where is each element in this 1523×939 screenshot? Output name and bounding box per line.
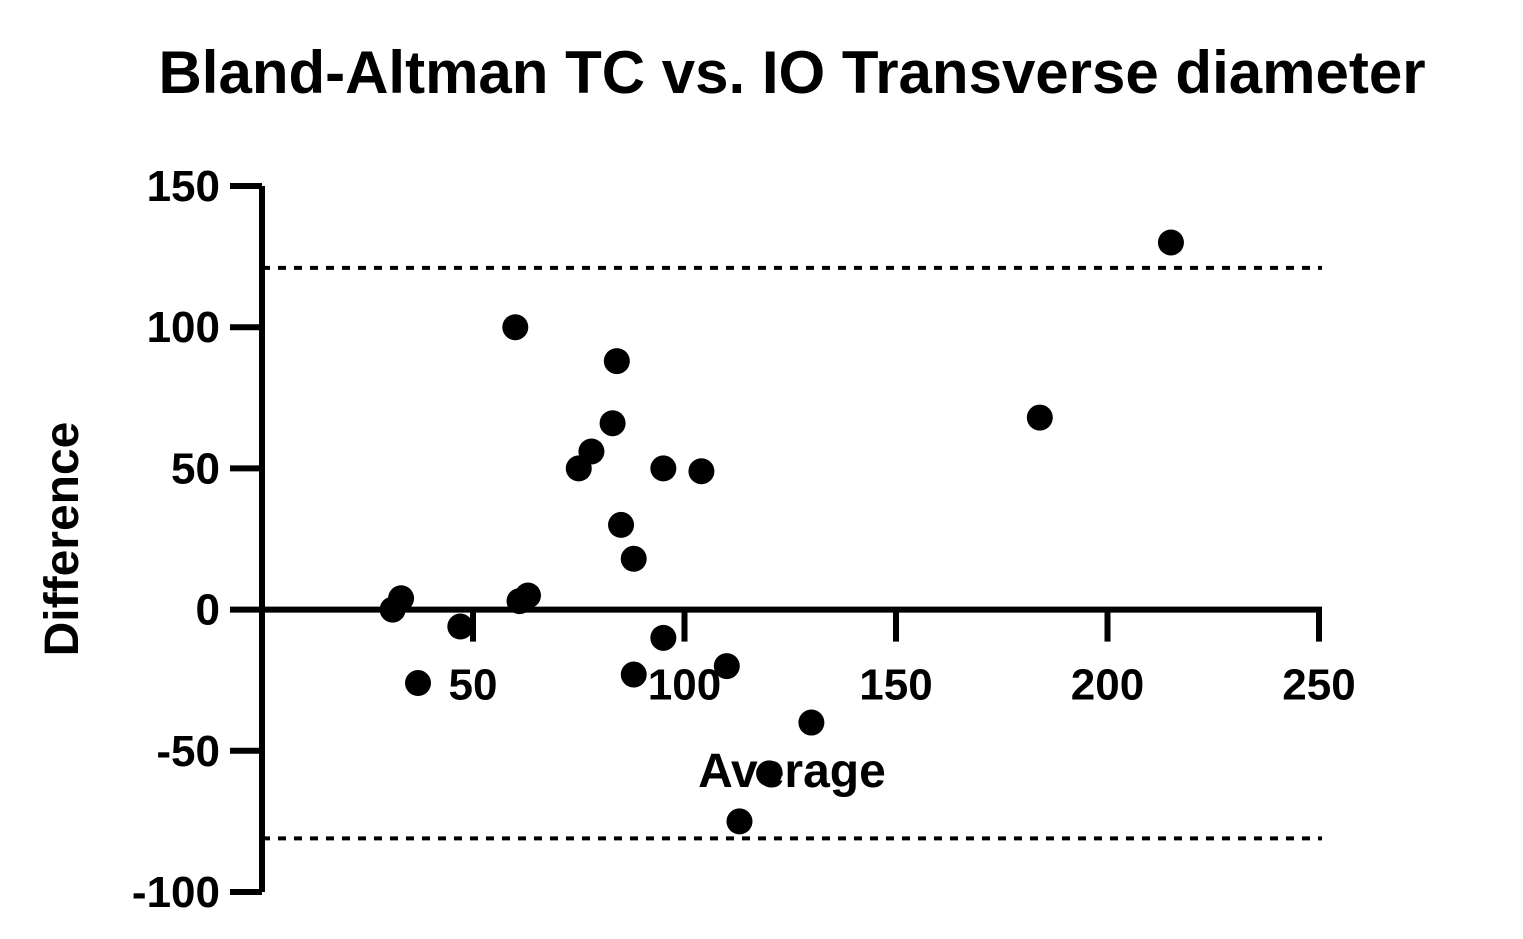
data-point [388,585,415,612]
y-tick-label: -50 [156,727,220,776]
chart-title: Bland-Altman TC vs. IO Transverse diamet… [158,39,1425,106]
data-point [578,438,605,465]
data-point [650,455,677,482]
data-point [713,653,740,680]
axes [259,186,1322,892]
data-point [798,709,825,736]
y-tick-label: -100 [132,868,220,917]
limits-of-agreement [262,265,1322,841]
data-point [1157,229,1184,256]
x-tick-label: 200 [1071,661,1144,710]
data-point [688,458,715,485]
data-point [726,808,753,835]
x-tick-label: 100 [648,661,721,710]
data-point [603,348,630,375]
y-tick-label: 50 [171,444,220,493]
x-tick-label: 250 [1282,661,1355,710]
data-point [620,661,647,688]
data-point [756,760,783,787]
x-tick-label: 50 [449,661,498,710]
data-point [650,624,677,651]
data-points [379,229,1184,835]
y-axis-label: Difference [36,422,89,657]
ticks: 150 100 50 0 -50 -100 50 100 150 200 250 [132,162,1356,917]
y-tick-label: 150 [147,162,220,211]
data-point [608,511,635,538]
data-point [1026,404,1053,431]
data-point [405,670,432,697]
y-tick-label: 0 [196,586,220,635]
data-point [514,582,541,609]
x-axis-label: Average [698,745,886,798]
x-tick-label: 150 [859,661,932,710]
data-point [620,545,647,572]
data-point [599,410,626,437]
data-point [502,314,529,341]
data-point [447,613,474,640]
y-tick-label: 100 [147,303,220,352]
